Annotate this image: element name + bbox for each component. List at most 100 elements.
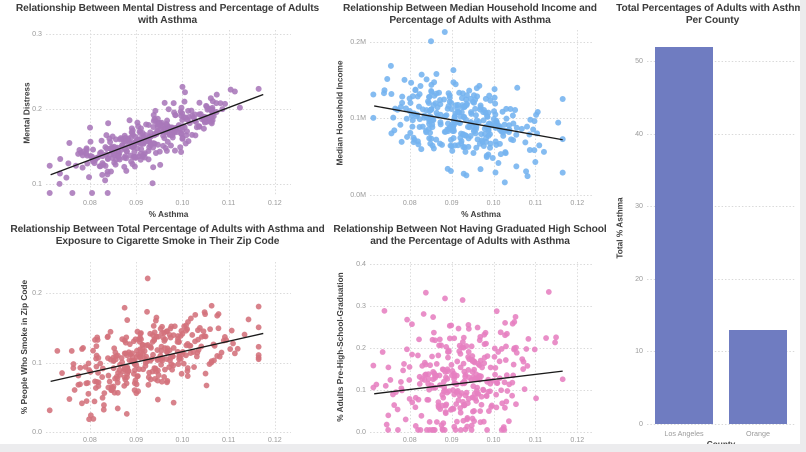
bar[interactable]: [729, 329, 787, 424]
y-axis-tick-label: 0.4: [356, 260, 366, 269]
y-axis-title: % People Who Smoke in Zip Code: [19, 279, 30, 415]
x-axis-tick-label: 0.09: [444, 436, 459, 444]
y-axis-tick-label: 0.2: [32, 104, 42, 113]
gridline-horizontal: [46, 362, 291, 364]
y-axis-tick-label: 50: [635, 57, 643, 66]
chart-panel-cigarette-smoke: Relationship Between Total Percentage of…: [0, 220, 324, 452]
chart-panel-mental-distress: Relationship Between Mental Distress and…: [0, 0, 319, 220]
x-axis-title: % Asthma: [148, 446, 189, 452]
y-axis-tick-label: 0.0: [356, 428, 366, 436]
scatter-points-layer: [370, 289, 566, 433]
x-axis-tick-label: 0.12: [267, 199, 282, 207]
panel-title: Relationship Between Mental Distress and…: [15, 3, 320, 26]
x-axis-tick-label: 0.11: [221, 199, 236, 207]
category-label: Los Angeles: [664, 429, 704, 438]
panel-title: Relationship Between Not Having Graduate…: [333, 224, 607, 247]
gridline-horizontal: [647, 278, 795, 280]
scatter-points-layer: [46, 83, 264, 197]
gridline-vertical: [409, 262, 411, 432]
x-axis-tick-label: 0.12: [570, 199, 585, 207]
gridline-vertical: [577, 262, 579, 432]
gridline-horizontal: [46, 432, 291, 433]
y-axis-tick-label: 0.0: [32, 428, 42, 436]
gridline-vertical: [136, 262, 138, 432]
gridline-vertical: [451, 262, 453, 432]
scatter-points-layer: [370, 28, 566, 186]
gridline-horizontal: [370, 264, 592, 266]
x-axis-title: % Asthma: [461, 446, 501, 452]
x-axis-tick-label: 0.10: [175, 199, 190, 207]
x-axis-tick-label: 0.08: [402, 436, 417, 444]
gridline-horizontal: [370, 118, 592, 120]
x-axis-tick-label: 0.11: [528, 199, 543, 207]
gridline-horizontal: [647, 206, 795, 208]
y-axis-title: Total % Asthma: [614, 197, 625, 259]
bar[interactable]: [655, 46, 713, 424]
y-axis-tick-label: 0.0M: [350, 191, 366, 199]
y-axis-tick-label: 0.1: [32, 179, 42, 188]
panel-title: Relationship Between Median Household In…: [343, 3, 597, 26]
y-axis-tick-label: 0.3: [32, 29, 42, 38]
x-axis-tick-label: 0.10: [486, 199, 501, 207]
y-axis-tick-label: 0.2: [356, 344, 366, 353]
gridline-vertical: [136, 30, 138, 195]
gridline-vertical: [451, 30, 453, 195]
gridline-vertical: [89, 262, 91, 432]
gridline-vertical: [577, 30, 579, 195]
gridline-horizontal: [46, 33, 291, 35]
y-axis-title: % Adults Pre-High-School-Graduation: [334, 272, 345, 422]
gridline-horizontal: [370, 41, 592, 43]
plot-mental-distress: 0.1 0.2 0.3 0.08 0.09 0.10 0.11 0.12 % Asthma Men…: [0, 0, 315, 220]
y-axis-title: Median Household Income: [334, 59, 345, 166]
panel-title: Total Percentages of Adults with Asthma …: [616, 3, 806, 26]
x-axis-tick-label: 0.10: [175, 436, 190, 444]
chart-panel-asthma-per-county: Total Percentages of Adults with Asthma …: [605, 0, 800, 449]
y-axis-tick-label: 0.2M: [350, 37, 366, 46]
x-axis-title: County: [706, 439, 736, 449]
y-axis-tick-label: 0.1: [356, 386, 366, 395]
x-axis-tick-label: 0.12: [267, 436, 282, 444]
plot-median-income: 0.0M 0.1M 0.2M 0.08 0.09 0.10 0.11 0.12 % Asthma…: [315, 0, 605, 220]
x-axis-tick-label: 0.11: [221, 436, 236, 444]
x-axis-tick-label: 0.09: [129, 436, 144, 444]
panel-title: Relationship Between Total Percentage of…: [10, 224, 325, 247]
y-axis-tick-label: 0.3: [356, 302, 366, 311]
chart-panel-median-income: Relationship Between Median Household In…: [315, 0, 605, 220]
x-axis-tick-label: 0.11: [528, 436, 543, 444]
gridline-horizontal: [370, 432, 592, 433]
y-axis-tick-label: 0: [639, 420, 643, 428]
x-axis-title: % Asthma: [461, 209, 501, 219]
chart-panel-high-school-graduation: Relationship Between Not Having Graduate…: [315, 220, 606, 452]
x-axis-tick-label: 0.09: [444, 199, 459, 207]
y-axis-tick-label: 30: [635, 202, 643, 211]
x-axis-title: % Asthma: [148, 209, 189, 219]
gridline-horizontal: [46, 293, 291, 295]
plot-asthma-per-county: 0 10 20 30 40 50 Los Angeles Orange County Total …: [605, 0, 800, 449]
gridline-vertical: [274, 262, 276, 432]
x-axis-tick-label: 0.08: [83, 199, 97, 207]
x-axis-tick-label: 0.10: [486, 436, 501, 444]
y-axis-tick-label: 10: [635, 347, 643, 356]
gridline-vertical: [182, 262, 184, 432]
category-label: Orange: [746, 429, 770, 438]
y-axis-tick-label: 20: [635, 274, 643, 283]
y-axis-title: Mental Distress: [21, 81, 32, 144]
plot-high-school-graduation: 0.0 0.1 0.2 0.3 0.4 0.08 0.09 0.10 0.11 0.12 % Ast…: [315, 220, 605, 452]
x-axis-tick-label: 0.08: [83, 436, 97, 444]
x-axis-tick-label: 0.09: [129, 199, 144, 207]
y-axis-tick-label: 0.2: [32, 289, 42, 298]
gridline-horizontal: [370, 195, 592, 196]
y-axis-tick-label: 0.1M: [350, 114, 366, 123]
gridline-vertical: [228, 30, 230, 195]
gridline-horizontal: [647, 424, 795, 425]
gridline-vertical: [274, 30, 276, 195]
gridline-horizontal: [370, 348, 592, 350]
y-axis-tick-label: 0.1: [32, 358, 42, 367]
x-axis-tick-label: 0.08: [402, 199, 417, 207]
scatter-points-layer: [46, 275, 264, 423]
plot-cigarette-smoke: 0.0 0.1 0.2 0.08 0.09 0.10 0.11 0.12 % Asthma % P…: [0, 220, 315, 452]
gridline-horizontal: [647, 351, 795, 353]
x-axis-tick-label: 0.12: [570, 436, 585, 444]
gridline-horizontal: [46, 183, 291, 185]
